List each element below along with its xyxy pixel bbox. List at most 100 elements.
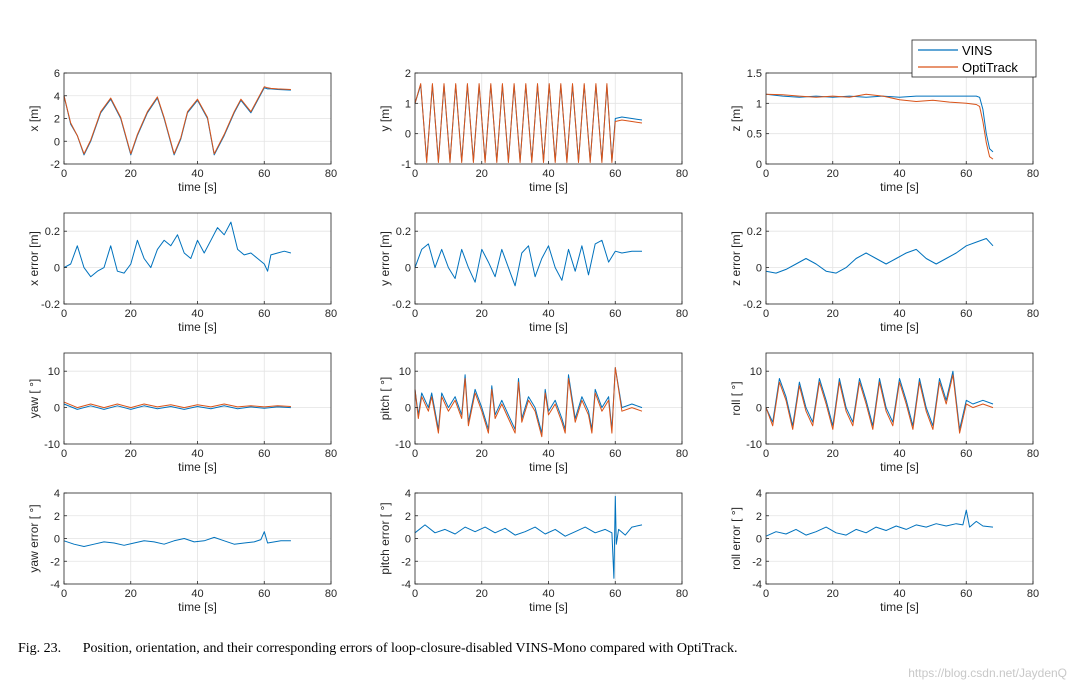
tick-label-x: 80 xyxy=(676,308,688,320)
tick-label-y: -2 xyxy=(752,556,762,568)
yaxis-label: pitch [ °] xyxy=(378,377,392,420)
tick-label-x: 60 xyxy=(609,588,621,600)
tick-label-x: 0 xyxy=(412,588,418,600)
tick-label-y: 2 xyxy=(54,114,60,126)
watermark: https://blog.csdn.net/JaydenQ xyxy=(908,666,1067,680)
tick-label-y: 0 xyxy=(54,136,60,148)
series-line-vins xyxy=(765,238,994,274)
tick-label-x: 0 xyxy=(412,308,418,320)
tick-label-x: 40 xyxy=(542,448,554,460)
tick-label-x: 80 xyxy=(1027,448,1039,460)
tick-label-x: 40 xyxy=(893,308,905,320)
tick-label-x: 80 xyxy=(325,168,337,180)
tick-label-x: 40 xyxy=(191,588,203,600)
tick-label-x: 20 xyxy=(125,308,137,320)
tick-label-x: 0 xyxy=(61,588,67,600)
tick-label-x: 20 xyxy=(476,448,488,460)
tick-label-x: 60 xyxy=(960,168,972,180)
tick-label-y: -0.2 xyxy=(41,299,60,311)
tick-label-y: 0.5 xyxy=(747,129,762,141)
tick-label-y: 2 xyxy=(756,511,762,523)
xaxis-label: time [s] xyxy=(529,460,568,474)
tick-label-x: 0 xyxy=(61,308,67,320)
chart-yaw-error: 0 20 40 60 80 -4 -2 0 2 4 time [s] yaw error [ °] xyxy=(27,488,337,614)
series-line-vins xyxy=(414,495,643,579)
tick-label-y: 1 xyxy=(405,98,411,110)
tick-label-y: -4 xyxy=(401,579,411,591)
tick-label-y: 1.5 xyxy=(747,68,762,80)
series-line-optitrack xyxy=(765,93,994,160)
series-line-optitrack xyxy=(765,374,994,434)
tick-label-x: 80 xyxy=(1027,168,1039,180)
tick-label-y: 1 xyxy=(756,98,762,110)
tick-label-y: 4 xyxy=(54,488,60,500)
tick-label-x: 40 xyxy=(191,308,203,320)
tick-label-y: 10 xyxy=(750,366,762,378)
xaxis-label: time [s] xyxy=(529,600,568,614)
tick-label-x: 60 xyxy=(609,308,621,320)
tick-label-y: -10 xyxy=(395,439,411,451)
yaxis-label: yaw [ °] xyxy=(27,379,41,418)
tick-label-x: 60 xyxy=(258,448,270,460)
tick-label-x: 60 xyxy=(258,588,270,600)
tick-label-y: 0 xyxy=(756,263,762,275)
figure-caption: Fig. 23. Position, orientation, and thei… xyxy=(18,641,737,657)
tick-label-x: 80 xyxy=(1027,588,1039,600)
tick-label-y: 0 xyxy=(756,403,762,415)
tick-label-x: 20 xyxy=(125,588,137,600)
tick-label-x: 40 xyxy=(542,308,554,320)
series-line-optitrack xyxy=(63,86,291,155)
tick-label-x: 20 xyxy=(476,308,488,320)
tick-label-y: 4 xyxy=(54,91,60,103)
tick-label-y: 0 xyxy=(54,263,60,275)
tick-label-y: -10 xyxy=(44,439,60,451)
tick-label-y: 10 xyxy=(399,366,411,378)
tick-label-x: 0 xyxy=(61,168,67,180)
yaxis-label: z error [m] xyxy=(729,231,743,286)
tick-label-x: 0 xyxy=(763,168,769,180)
tick-label-y: 2 xyxy=(405,68,411,80)
tick-label-y: -4 xyxy=(50,579,60,591)
series-line-optitrack xyxy=(63,401,291,409)
tick-label-x: 20 xyxy=(476,168,488,180)
series-line-vins xyxy=(765,93,994,153)
xaxis-label: time [s] xyxy=(880,320,919,334)
xaxis-label: time [s] xyxy=(880,460,919,474)
series-line-optitrack xyxy=(414,83,643,163)
tick-label-x: 60 xyxy=(960,448,972,460)
tick-label-y: 0 xyxy=(405,403,411,415)
tick-label-y: -1 xyxy=(401,159,411,171)
tick-label-y: 2 xyxy=(405,511,411,523)
tick-label-y: 0.2 xyxy=(747,226,762,238)
xaxis-label: time [s] xyxy=(178,460,217,474)
tick-label-y: 0 xyxy=(405,129,411,141)
tick-label-x: 20 xyxy=(125,168,137,180)
yaxis-label: y error [m] xyxy=(378,231,392,286)
tick-label-x: 60 xyxy=(609,448,621,460)
tick-label-y: -2 xyxy=(50,159,60,171)
tick-label-y: 0 xyxy=(54,534,60,546)
tick-label-x: 0 xyxy=(763,588,769,600)
xaxis-label: time [s] xyxy=(178,320,217,334)
tick-label-y: 6 xyxy=(54,68,60,80)
tick-label-x: 80 xyxy=(676,448,688,460)
tick-label-x: 20 xyxy=(827,588,839,600)
tick-label-x: 20 xyxy=(827,448,839,460)
tick-label-x: 0 xyxy=(412,168,418,180)
tick-label-x: 80 xyxy=(325,448,337,460)
series-line-vins xyxy=(765,370,994,430)
yaxis-label: roll [ °] xyxy=(729,381,743,415)
tick-label-y: 0.2 xyxy=(45,226,60,238)
tick-label-y: 0 xyxy=(54,403,60,415)
xaxis-label: time [s] xyxy=(880,600,919,614)
yaxis-label: z [m] xyxy=(729,106,743,132)
tick-label-y: -0.2 xyxy=(392,299,411,311)
tick-label-y: 2 xyxy=(54,511,60,523)
tick-label-x: 0 xyxy=(763,308,769,320)
